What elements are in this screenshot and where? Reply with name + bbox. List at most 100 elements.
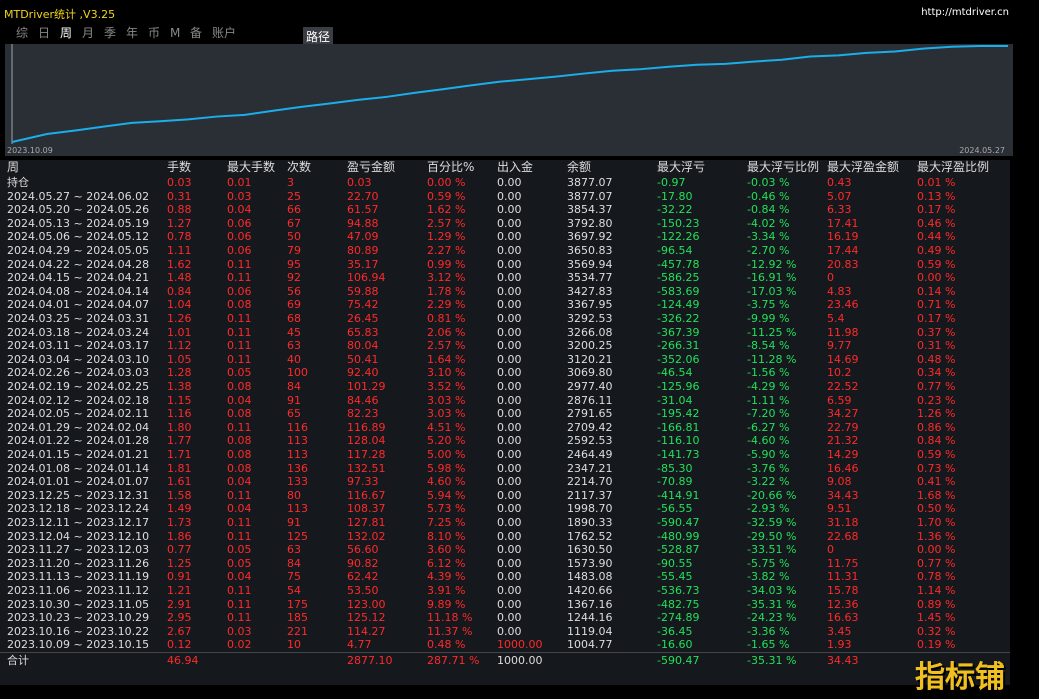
tab[interactable]: 日 bbox=[38, 26, 51, 40]
cell: 0.11 bbox=[227, 516, 252, 529]
cell: 9.77 bbox=[827, 339, 852, 353]
cell: 0.00 bbox=[497, 366, 522, 380]
cell: -0.46 % bbox=[747, 189, 790, 203]
cell: 0.17 % bbox=[917, 312, 956, 325]
cell: 1762.52 bbox=[567, 529, 613, 543]
tab[interactable]: 季 bbox=[104, 26, 117, 40]
stats-table: 周 手数 最大手数 次数 盈亏金额 百分比% 出入金 余额 最大浮亏 最大浮亏比例 最大浮盈金额 最大… bbox=[0, 160, 1010, 685]
cell: 3200.25 bbox=[567, 339, 613, 353]
cell: 0.08 bbox=[227, 298, 252, 312]
cell: 1.15 bbox=[167, 393, 192, 407]
cell: 61.57 bbox=[347, 203, 379, 217]
tab[interactable]: 账户 bbox=[212, 26, 237, 40]
cell: 22.79 bbox=[827, 420, 859, 434]
cell: 3.03 % bbox=[427, 407, 466, 421]
cell: 0.44 % bbox=[917, 230, 956, 244]
cell: 0.77 bbox=[167, 543, 192, 557]
cell: 2214.70 bbox=[567, 475, 613, 489]
cell: 14.69 bbox=[827, 352, 859, 366]
cell: 0 bbox=[827, 543, 834, 557]
cell: 21.32 bbox=[827, 434, 859, 448]
cell: -1.56 % bbox=[747, 366, 790, 380]
tab[interactable]: M bbox=[170, 26, 181, 40]
chart-background bbox=[5, 44, 1013, 156]
cell: 1.21 bbox=[167, 584, 192, 597]
cell: -24.23 % bbox=[747, 611, 797, 625]
cell: 0.34 % bbox=[917, 366, 956, 380]
cell: 0.19 % bbox=[917, 638, 956, 652]
cell: -5.90 % bbox=[747, 448, 790, 461]
cell: -4.02 % bbox=[747, 216, 790, 230]
balance-line bbox=[11, 45, 1008, 143]
cell: 5.73 % bbox=[427, 502, 466, 516]
cell: 2.06 % bbox=[427, 325, 466, 339]
cell: 117.28 bbox=[347, 448, 386, 461]
cell: 66 bbox=[287, 203, 301, 217]
url[interactable]: http://mtdriver.cn bbox=[921, 7, 1009, 18]
column-header: 最大手数 bbox=[227, 160, 276, 174]
cell: -3.76 % bbox=[747, 461, 790, 475]
cell: 0.00 bbox=[497, 339, 522, 353]
cell: 0.06 bbox=[227, 244, 252, 257]
cell: 0.13 % bbox=[917, 189, 956, 203]
path-button[interactable]: 路径 bbox=[303, 27, 334, 46]
cell: -124.49 bbox=[657, 298, 700, 312]
cell: 22.68 bbox=[827, 529, 859, 543]
cell: -166.81 bbox=[657, 420, 700, 434]
cell: 16.46 bbox=[827, 461, 859, 475]
cell: 0.00 bbox=[497, 189, 522, 203]
cell: 1420.66 bbox=[567, 584, 613, 597]
cell: -3.82 % bbox=[747, 570, 790, 584]
tab[interactable]: 周 bbox=[60, 26, 73, 40]
row-label: 2024.02.05 ~ 2024.02.11 bbox=[7, 407, 150, 421]
cell: 0.00 bbox=[497, 502, 522, 516]
cell: 68 bbox=[287, 312, 301, 325]
cell: 0.50 % bbox=[917, 502, 956, 516]
cell: 6.59 bbox=[827, 393, 852, 407]
cell: -70.89 bbox=[657, 475, 693, 489]
tab[interactable]: 备 bbox=[190, 26, 203, 40]
cell: 67 bbox=[287, 216, 301, 230]
cell: 92 bbox=[287, 271, 301, 285]
cell: 100 bbox=[287, 366, 308, 380]
cell: 0.00 bbox=[497, 556, 522, 570]
cell: 0.06 bbox=[227, 216, 252, 230]
cell: -352.06 bbox=[657, 352, 700, 366]
cell: 15.78 bbox=[827, 584, 859, 597]
cell: 1.01 bbox=[167, 325, 192, 339]
tab[interactable]: 综 bbox=[16, 26, 29, 40]
cell: 0.41 % bbox=[917, 475, 956, 489]
cell: 1.45 % bbox=[917, 611, 956, 625]
cell: 0.00 bbox=[497, 624, 522, 638]
cell: 116.89 bbox=[347, 420, 386, 434]
cell: 16.19 bbox=[827, 230, 859, 244]
row-label: 2023.12.11 ~ 2023.12.17 bbox=[7, 516, 150, 529]
cell: 0.48 % bbox=[917, 352, 956, 366]
cell: 0.32 % bbox=[917, 624, 956, 638]
tab[interactable]: 币 bbox=[148, 26, 161, 40]
tab[interactable]: 年 bbox=[126, 26, 139, 40]
cell: -1.65 % bbox=[747, 638, 790, 652]
cell: 40 bbox=[287, 352, 301, 366]
cell: 75.42 bbox=[347, 298, 379, 312]
cell: 1.58 bbox=[167, 488, 192, 502]
cell: 185 bbox=[287, 611, 308, 625]
cell: 0.03 bbox=[227, 189, 252, 203]
cell: 22.52 bbox=[827, 380, 859, 393]
row-label: 2024.02.26 ~ 2024.03.03 bbox=[7, 366, 150, 380]
tab[interactable]: 月 bbox=[82, 26, 95, 40]
cell: 1890.33 bbox=[567, 516, 613, 529]
cell: 79 bbox=[287, 244, 301, 257]
cell: 136 bbox=[287, 461, 308, 475]
row-label: 2024.04.29 ~ 2024.05.05 bbox=[7, 244, 150, 257]
cell: 84.46 bbox=[347, 393, 379, 407]
cell: 0.84 bbox=[167, 284, 192, 298]
cell: 34.27 bbox=[827, 407, 859, 421]
cell: 23.46 bbox=[827, 298, 859, 312]
cell: -122.26 bbox=[657, 230, 700, 244]
cell: 0.00 bbox=[497, 516, 522, 529]
cell: 6.12 % bbox=[427, 556, 466, 570]
total-cell: -35.31 % bbox=[747, 654, 797, 667]
row-label: 2023.11.06 ~ 2023.11.12 bbox=[7, 584, 150, 597]
